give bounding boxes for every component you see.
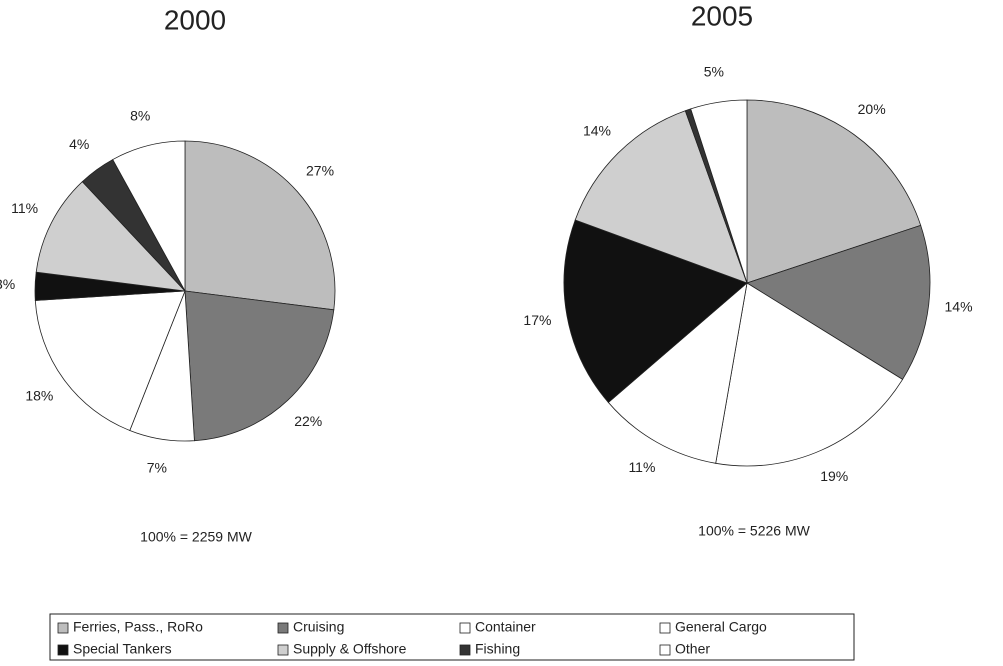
data-label: 8% [130, 107, 150, 123]
pie-slice [574, 110, 748, 284]
pie-slice [715, 282, 904, 467]
legend-label: Ferries, Pass., RoRo [73, 619, 203, 635]
pie-slice [112, 140, 186, 292]
pie-slice [746, 224, 931, 380]
chart-title: 2000 [164, 4, 226, 35]
chart-subtitle: 100% = 5226 MW [698, 523, 810, 539]
legend-swatch [459, 644, 471, 656]
pie-slice [184, 290, 335, 442]
data-label: 11% [628, 459, 655, 475]
legend-label: General Cargo [675, 619, 767, 635]
legend-label: Special Tankers [73, 641, 172, 657]
legend-swatch [659, 644, 671, 656]
legend-swatch [277, 622, 289, 634]
legend-label: Supply & Offshore [293, 641, 407, 657]
pie-slice [690, 99, 748, 284]
data-label: 4% [69, 136, 89, 152]
data-label: 22% [294, 413, 322, 429]
chart-subtitle: 100% = 2259 MW [140, 529, 252, 545]
pie-slice [184, 140, 336, 311]
data-label: 11% [11, 200, 38, 216]
data-label: 3% [0, 276, 15, 292]
chart-title: 2005 [691, 0, 753, 31]
data-label: 14% [945, 299, 973, 315]
pie-slice [746, 99, 922, 284]
legend-label: Other [675, 641, 710, 657]
legend-label: Fishing [475, 641, 520, 657]
legend-swatch [277, 644, 289, 656]
data-label: 18% [25, 388, 53, 404]
data-label: 17% [523, 312, 551, 328]
pie-slice [34, 290, 186, 431]
legend-swatch [57, 622, 69, 634]
legend-swatch [459, 622, 471, 634]
data-label: 14% [583, 123, 611, 139]
legend-label: Container [475, 619, 536, 635]
pie-slice [563, 219, 748, 404]
data-label: 19% [820, 468, 848, 484]
data-label: 7% [147, 459, 167, 475]
data-label: 20% [858, 101, 886, 117]
data-label: 5% [704, 63, 724, 79]
legend-box [49, 613, 855, 661]
legend-swatch [659, 622, 671, 634]
legend-swatch [57, 644, 69, 656]
pie-slice [35, 181, 187, 292]
legend-label: Cruising [293, 619, 344, 635]
data-label: 27% [306, 163, 334, 179]
pie-slice [607, 281, 748, 464]
